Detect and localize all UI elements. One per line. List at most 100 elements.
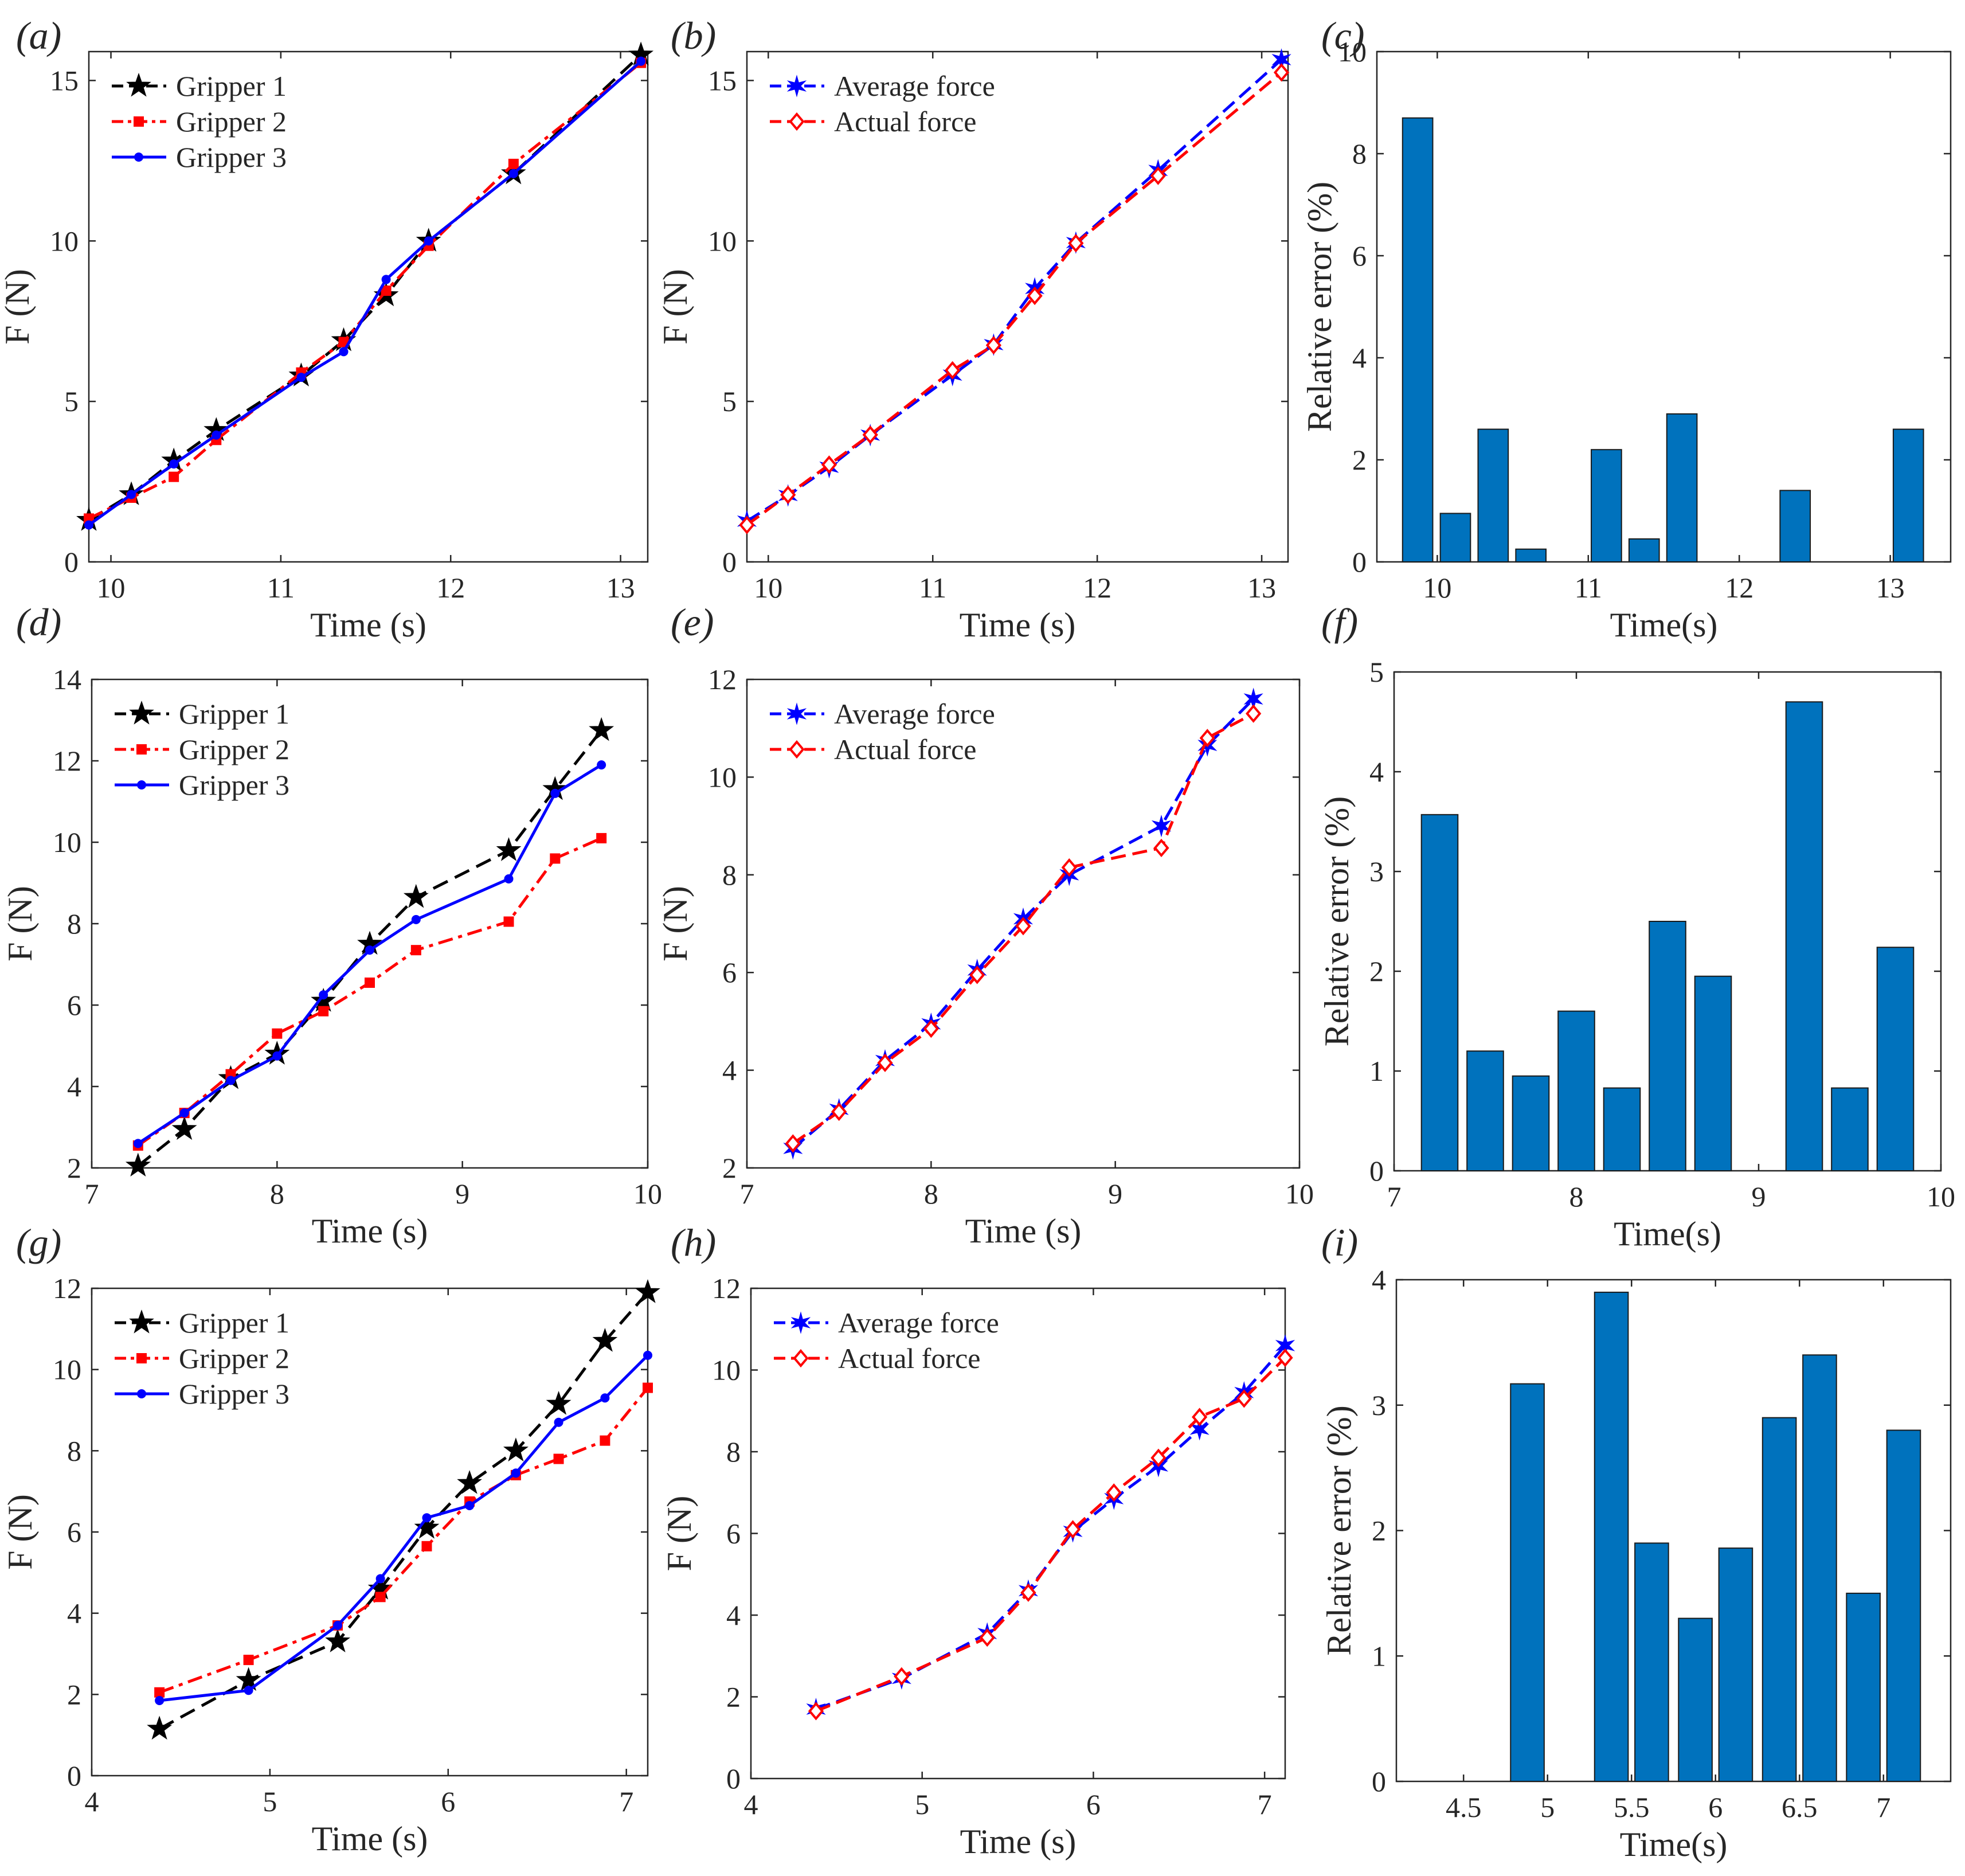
series-average [806, 1334, 1295, 1721]
x-tick-label: 5 [263, 1785, 277, 1818]
data-point [375, 1574, 385, 1584]
x-tick-label: 7 [740, 1178, 754, 1210]
data-point [465, 1500, 475, 1510]
panel-e: (e) 2 4 6 8 10 12 7 8 9 10 Time (s) F (N) Average for… [656, 600, 1314, 1250]
y-tick-label: 4 [67, 1070, 81, 1103]
y-tick-label: 2 [1369, 955, 1384, 987]
y-axis-label: Relative error (%) [1301, 182, 1338, 432]
bar [1694, 975, 1732, 1171]
x-tick-label: 8 [1569, 1181, 1584, 1213]
axes-box [1376, 50, 1952, 563]
y-tick-label: 10 [53, 1354, 81, 1386]
x-tick-label: 12 [436, 572, 465, 604]
y-tick-label: 4 [1372, 1264, 1386, 1296]
data-point [1192, 1408, 1208, 1426]
panel-label: (a) [16, 14, 61, 57]
y-tick-label: 6 [722, 956, 737, 988]
x-tick-label: 10 [633, 1178, 662, 1210]
series-line [137, 729, 603, 1167]
y-tick-label: 6 [726, 1518, 741, 1550]
x-tick-label: 4 [85, 1785, 99, 1818]
bar [1628, 538, 1660, 563]
x-axis-label: Time(s) [1610, 606, 1718, 644]
legend-label: Gripper 1 [179, 698, 289, 730]
x-tick-label: 10 [754, 572, 782, 604]
x-tick-label: 6 [1086, 1788, 1101, 1820]
x-tick-label: 13 [606, 572, 635, 604]
series-line [815, 1345, 1286, 1711]
bar [1557, 1010, 1595, 1171]
x-axis-label: Time (s) [965, 1212, 1082, 1250]
data-point [333, 1620, 343, 1630]
data-point [508, 158, 519, 169]
y-tick-label: 4 [722, 1054, 737, 1086]
y-tick-label: 0 [1352, 546, 1367, 578]
legend-label: Gripper 1 [179, 1307, 289, 1339]
y-axis-label: F (N) [1, 1494, 39, 1570]
data-point [365, 945, 374, 955]
x-tick-label: 6 [1708, 1791, 1723, 1823]
bar [1591, 449, 1622, 563]
y-tick-label: 0 [1369, 1155, 1384, 1187]
data-point [546, 1390, 572, 1415]
data-point [422, 1513, 432, 1523]
panel-label: (e) [671, 600, 714, 644]
bar [1779, 490, 1811, 563]
legend-label: Gripper 2 [176, 105, 287, 138]
x-tick-label: 10 [1927, 1181, 1955, 1213]
series-line [137, 837, 602, 1147]
data-point [319, 990, 328, 1000]
legend-marker [129, 700, 154, 725]
legend-marker [136, 744, 147, 755]
y-tick-label: 2 [67, 1152, 81, 1184]
y-tick-label: 2 [67, 1678, 81, 1710]
axes-box [750, 1287, 1286, 1780]
series-actual [739, 63, 1290, 534]
series-line [158, 1291, 649, 1730]
bar [1466, 1050, 1504, 1171]
data-point [1020, 1583, 1036, 1602]
data-point [1277, 1349, 1293, 1367]
y-tick-label: 8 [722, 859, 737, 891]
data-point [457, 1469, 482, 1494]
panel-label: (c) [1321, 14, 1364, 57]
panel-i: (i) 0 1 2 3 4 4.5 5 5.5 6 6.5 7 Time(s) Relative erro… [1320, 1221, 1952, 1863]
bar [1718, 1547, 1753, 1782]
y-tick-label: 5 [722, 385, 737, 417]
legend-label: Gripper 3 [176, 141, 287, 173]
data-point [1199, 729, 1215, 748]
legend-marker [134, 116, 144, 127]
legend-marker [789, 112, 805, 131]
data-point [739, 515, 755, 534]
data-point [643, 1382, 653, 1393]
legend-marker [137, 780, 146, 790]
series-line [88, 53, 642, 522]
data-point [877, 1053, 893, 1072]
y-tick-label: 1 [1369, 1055, 1384, 1087]
data-point [381, 275, 391, 284]
legend-marker [790, 1311, 811, 1334]
data-point [600, 1435, 610, 1446]
data-point [511, 1468, 520, 1478]
bar [1634, 1542, 1669, 1782]
data-point [1064, 1520, 1081, 1539]
data-point [226, 1076, 236, 1085]
series-gripper2 [84, 57, 647, 524]
y-tick-label: 4 [1352, 342, 1367, 374]
data-point [780, 485, 796, 505]
bar [1785, 701, 1823, 1171]
y-tick-label: 4 [67, 1597, 81, 1629]
panel-h: (h) 0 2 4 6 8 10 12 4 5 6 7 Time (s) F (N) Average for… [660, 1221, 1295, 1861]
data-point [831, 1102, 847, 1121]
bar [1649, 921, 1686, 1171]
x-tick-label: 7 [1258, 1788, 1272, 1820]
y-axis-label: Relative error (%) [1318, 796, 1356, 1046]
x-axis-label: Time (s) [960, 1823, 1077, 1861]
y-tick-label: 1 [1372, 1640, 1386, 1672]
y-tick-label: 15 [708, 64, 737, 96]
